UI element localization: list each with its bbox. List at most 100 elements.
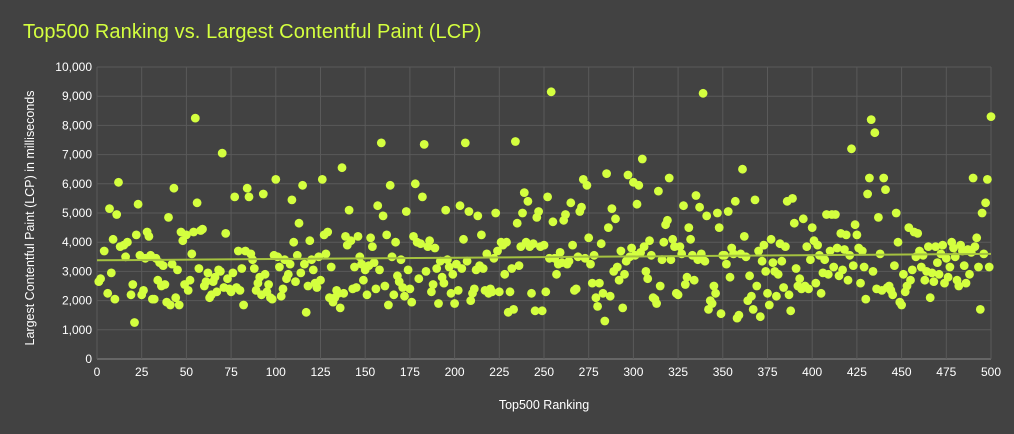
data-point <box>183 286 193 295</box>
data-point <box>593 302 602 311</box>
data-point <box>795 274 805 284</box>
data-point <box>444 262 454 272</box>
data-point <box>242 183 252 193</box>
data-point <box>798 214 808 224</box>
data-point <box>346 236 356 246</box>
data-point <box>602 169 611 179</box>
data-point <box>981 198 990 208</box>
data-point <box>494 287 504 297</box>
data-point <box>123 237 132 247</box>
x-tick-label: 175 <box>400 365 420 379</box>
data-point <box>133 199 143 209</box>
data-point <box>160 280 170 289</box>
data-point <box>378 211 388 221</box>
data-point <box>568 240 577 250</box>
data-points <box>94 87 996 327</box>
data-point <box>339 288 349 298</box>
x-tick-label: 400 <box>802 365 822 379</box>
data-point <box>198 224 207 234</box>
data-point <box>773 269 783 279</box>
data-point <box>784 290 794 300</box>
data-point <box>682 272 692 282</box>
data-point <box>350 262 359 272</box>
data-point <box>949 243 958 253</box>
data-point <box>283 269 293 279</box>
data-point <box>285 259 295 269</box>
data-point <box>106 268 116 278</box>
data-point <box>305 236 315 246</box>
data-point <box>460 138 470 148</box>
data-point <box>850 220 860 230</box>
data-point <box>897 300 906 310</box>
data-point <box>403 265 413 275</box>
data-point <box>725 272 735 282</box>
data-point <box>856 278 865 288</box>
data-point <box>169 183 179 193</box>
data-point <box>750 195 760 205</box>
data-point <box>582 180 592 190</box>
data-point <box>589 250 599 260</box>
data-point <box>607 204 617 214</box>
data-point <box>600 316 610 326</box>
data-point <box>371 284 381 294</box>
data-point <box>847 144 856 154</box>
data-point <box>316 275 325 285</box>
data-point <box>813 240 822 250</box>
data-point <box>739 232 749 241</box>
x-tick-label: 50 <box>180 365 194 379</box>
data-point <box>353 232 363 241</box>
data-point <box>848 261 858 270</box>
data-point <box>612 262 622 272</box>
data-point <box>296 268 306 278</box>
data-point <box>831 210 840 219</box>
data-point <box>857 246 867 256</box>
data-point <box>369 258 379 267</box>
y-tick-label: 7,000 <box>62 148 92 162</box>
data-point <box>187 249 197 259</box>
data-point <box>722 259 731 269</box>
data-point <box>646 250 656 260</box>
x-tick-label: 300 <box>623 365 643 379</box>
data-point <box>754 246 763 256</box>
data-point <box>427 287 436 297</box>
data-point <box>741 252 751 262</box>
data-point <box>291 277 300 286</box>
data-point <box>292 250 302 260</box>
data-point <box>464 207 474 216</box>
data-point <box>738 164 747 174</box>
data-point <box>645 236 654 246</box>
data-point <box>752 281 762 291</box>
data-point <box>398 283 408 292</box>
data-point <box>711 288 720 298</box>
data-point <box>807 223 817 233</box>
data-point <box>276 291 286 301</box>
x-tick-label: 25 <box>135 365 149 379</box>
data-point <box>802 242 812 252</box>
x-axis-label: Top500 Ranking <box>499 398 589 412</box>
data-point <box>639 242 649 252</box>
data-point <box>337 163 347 173</box>
data-point <box>893 237 903 247</box>
data-point <box>99 246 109 256</box>
data-point <box>598 288 608 298</box>
data-point <box>859 262 869 272</box>
data-point <box>977 208 987 218</box>
data-point <box>541 287 551 297</box>
data-point <box>512 218 522 228</box>
data-point <box>326 262 336 272</box>
data-point <box>171 293 181 303</box>
y-axis-label: Largest Contentful Paint (LCP) in millis… <box>23 91 37 346</box>
data-point <box>432 264 442 273</box>
data-point <box>954 281 964 291</box>
data-point <box>611 214 620 224</box>
data-point <box>527 288 536 298</box>
data-point <box>223 274 232 284</box>
data-point <box>317 175 327 184</box>
data-point <box>210 272 220 282</box>
data-point <box>786 306 796 316</box>
data-point <box>144 232 154 241</box>
data-point <box>927 268 937 278</box>
data-point <box>777 256 787 266</box>
data-point <box>543 192 552 202</box>
data-point <box>748 305 758 314</box>
